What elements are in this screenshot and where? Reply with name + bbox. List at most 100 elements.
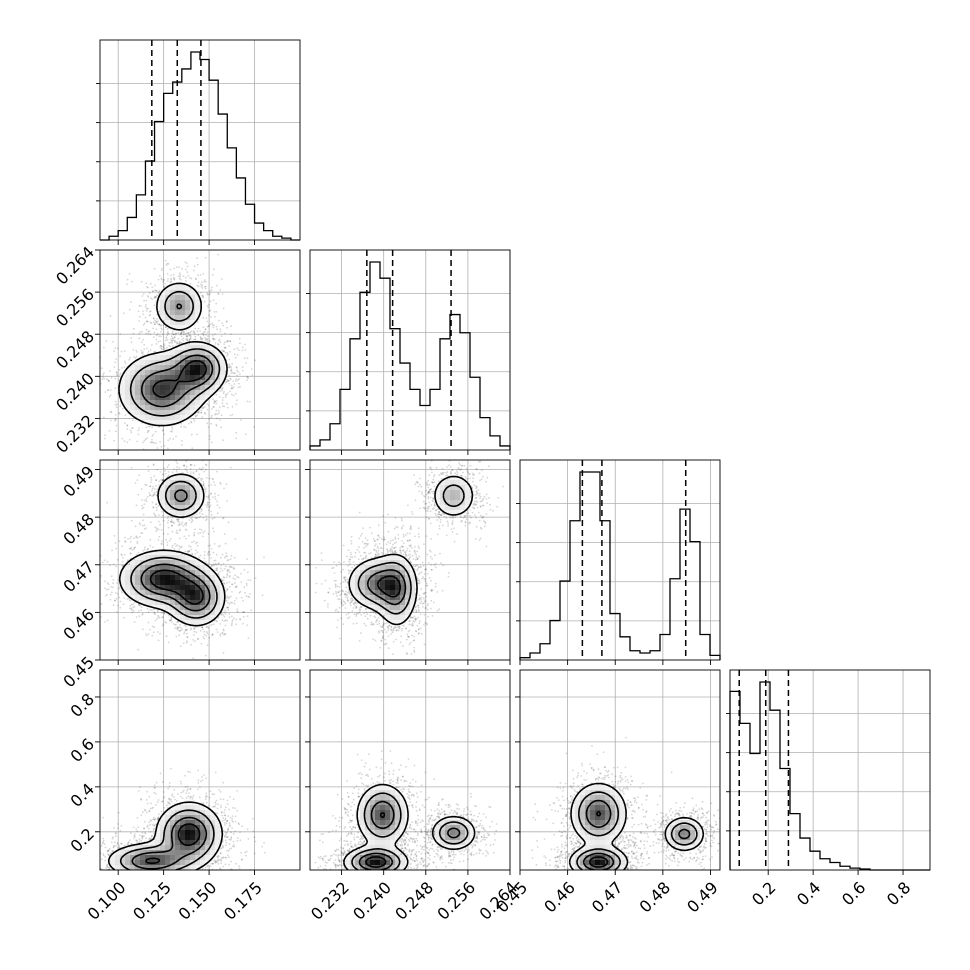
sample-point [97, 363, 99, 365]
sample-point [230, 554, 233, 557]
sample-point [178, 523, 181, 526]
sample-point [171, 337, 174, 340]
density-cell [185, 375, 191, 381]
sample-point [171, 516, 174, 519]
sample-point [199, 515, 202, 518]
sample-point [118, 368, 121, 371]
sample-point [182, 333, 185, 336]
sample-point [177, 275, 180, 277]
sample-point [195, 470, 198, 472]
sample-point [207, 626, 210, 629]
sample-point [127, 559, 129, 561]
sample-point [179, 333, 182, 336]
density-cell [150, 365, 156, 371]
sample-point [157, 528, 160, 531]
sample-point [200, 411, 203, 414]
sample-point [206, 644, 209, 647]
sample-point [214, 341, 217, 344]
sample-point [132, 610, 135, 612]
density-cell [155, 395, 161, 401]
sample-point [162, 623, 165, 625]
sample-point [162, 616, 165, 618]
sample-point [218, 339, 221, 342]
sample-point [196, 257, 199, 260]
sample-point [195, 278, 197, 281]
scatter-panel-2-0 [95, 459, 301, 665]
sample-point [128, 358, 131, 361]
sample-point [184, 426, 187, 429]
sample-point [142, 323, 145, 326]
sample-point [193, 630, 196, 633]
density-cell [150, 390, 156, 396]
sample-point [210, 565, 213, 568]
density-cell [190, 320, 196, 326]
sample-point [162, 429, 164, 431]
density-cell [220, 375, 226, 381]
sample-point [104, 391, 107, 393]
sample-point [235, 585, 238, 588]
sample-point [241, 346, 244, 349]
sample-point [223, 611, 226, 614]
sample-point [128, 438, 131, 441]
density-cell [190, 405, 196, 411]
density-cell [160, 380, 166, 386]
sample-point [169, 430, 172, 433]
sample-point [180, 332, 183, 334]
sample-point [122, 603, 125, 606]
sample-point [106, 560, 109, 563]
sample-point [128, 547, 131, 550]
sample-point [178, 340, 181, 343]
sample-point [203, 630, 206, 633]
sample-point [208, 477, 211, 480]
sample-point [173, 455, 175, 457]
sample-point [153, 612, 156, 615]
sample-point [245, 582, 248, 585]
sample-point [115, 418, 117, 421]
sample-point [196, 330, 199, 332]
sample-point [213, 402, 216, 404]
sample-point [241, 349, 244, 352]
sample-point [123, 422, 126, 425]
sample-point [217, 293, 220, 296]
density-cell [145, 360, 151, 366]
sample-point [230, 583, 233, 586]
sample-point [167, 447, 169, 450]
sample-point [170, 617, 173, 620]
sample-point [123, 366, 126, 368]
density-cell [200, 385, 206, 391]
density-cell [125, 375, 131, 381]
sample-point [132, 332, 135, 335]
sample-point [228, 576, 231, 578]
sample-point [181, 553, 183, 556]
sample-point [152, 494, 155, 497]
sample-point [159, 346, 162, 348]
sample-point [198, 467, 201, 470]
density-cell [175, 400, 181, 406]
panel-frame [309, 249, 511, 451]
sample-point [159, 523, 162, 526]
density-cell [175, 345, 181, 351]
sample-point [143, 322, 146, 325]
sample-point [225, 381, 228, 384]
sample-point [223, 576, 226, 579]
sample-point [223, 620, 226, 622]
sample-point [228, 602, 231, 605]
sample-point [227, 570, 229, 573]
sample-point [164, 339, 167, 342]
sample-point [210, 548, 213, 550]
sample-point [180, 444, 183, 446]
sample-point [152, 441, 154, 444]
sample-point [186, 641, 188, 644]
sample-point [164, 470, 166, 472]
sample-point [167, 332, 170, 335]
sample-point [215, 393, 218, 396]
sample-point [219, 390, 221, 392]
density-cell [185, 365, 191, 371]
sample-point [163, 344, 166, 347]
sample-point [97, 372, 99, 374]
sample-point [211, 633, 214, 636]
density-cell [180, 370, 186, 376]
sample-point [129, 356, 132, 359]
sample-point [242, 622, 245, 625]
sample-point [205, 317, 208, 320]
